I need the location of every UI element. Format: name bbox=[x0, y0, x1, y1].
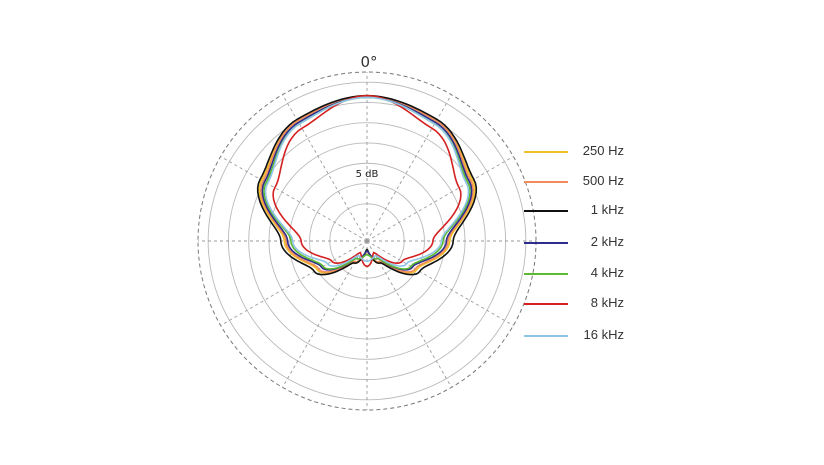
legend-label: 250 Hz bbox=[582, 143, 624, 158]
grid-spoke bbox=[282, 240, 368, 388]
legend-label: 1 kHz bbox=[590, 202, 624, 217]
legend-swatch bbox=[524, 303, 568, 305]
grid-spoke bbox=[220, 156, 368, 242]
grid-ring bbox=[288, 162, 446, 320]
legend-swatch bbox=[524, 151, 568, 153]
db-scale-label: 5 dB bbox=[356, 169, 379, 180]
grid-spoke bbox=[366, 240, 452, 388]
series-curve-1-khz bbox=[256, 94, 478, 276]
legend-label: 16 kHz bbox=[583, 327, 624, 342]
grid-spoke bbox=[366, 94, 452, 242]
polar-grid bbox=[197, 71, 537, 411]
legend-item: 500 Hz bbox=[524, 172, 824, 192]
series-curve-8-khz bbox=[272, 94, 462, 268]
polar-curves bbox=[256, 94, 478, 276]
legend-item: 250 Hz bbox=[524, 142, 824, 162]
grid-ring bbox=[248, 122, 486, 360]
legend-label: 500 Hz bbox=[582, 173, 624, 188]
series-curve-2-khz bbox=[261, 96, 473, 271]
legend-swatch bbox=[524, 273, 568, 275]
zero-degree-label: 0° bbox=[360, 53, 377, 71]
legend-item: 8 kHz bbox=[524, 294, 824, 314]
grid-spoke bbox=[366, 240, 514, 326]
legend-swatch bbox=[524, 242, 568, 244]
legend-label: 2 kHz bbox=[590, 234, 624, 249]
legend-swatch bbox=[524, 181, 568, 183]
series-curve-16-khz bbox=[264, 96, 470, 267]
legend-label: 4 kHz bbox=[590, 265, 624, 280]
legend-item: 16 kHz bbox=[524, 326, 824, 346]
series-curve-4-khz bbox=[263, 96, 471, 270]
legend-swatch bbox=[524, 335, 568, 337]
grid-spoke bbox=[282, 94, 368, 242]
grid-ring bbox=[309, 183, 425, 299]
grid-spoke bbox=[366, 156, 514, 242]
grid-spoke bbox=[220, 240, 368, 326]
legend-item: 1 kHz bbox=[524, 201, 824, 221]
legend-swatch bbox=[524, 210, 568, 212]
legend-item: 4 kHz bbox=[524, 264, 824, 284]
legend-item: 2 kHz bbox=[524, 233, 824, 253]
legend-label: 8 kHz bbox=[590, 295, 624, 310]
